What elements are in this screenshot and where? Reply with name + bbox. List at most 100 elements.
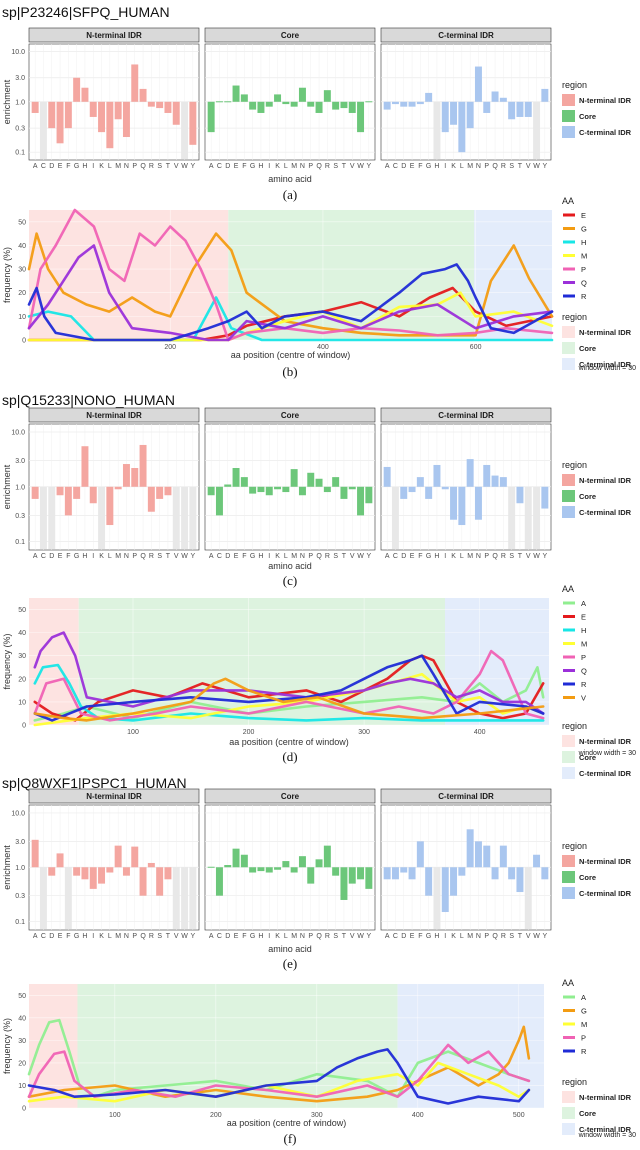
x-tick-label: L	[284, 163, 288, 170]
legend-label: Core	[579, 492, 596, 501]
bar	[408, 867, 416, 880]
bar	[450, 101, 458, 125]
x-tick-label: F	[418, 553, 422, 560]
x-tick-label: K	[99, 553, 104, 560]
bar	[357, 867, 365, 880]
bar	[172, 486, 180, 549]
x-tick-label: T	[166, 933, 171, 940]
x-tick-label: C	[41, 163, 46, 170]
x-tick-label: G	[250, 553, 255, 560]
bar	[147, 101, 155, 107]
legend-label: C-terminal IDR	[579, 1125, 632, 1134]
y-tick-label: 40	[18, 630, 26, 637]
x-tick-label: Q	[316, 933, 322, 940]
x-tick-label: L	[108, 163, 112, 170]
x-tick-label: 300	[358, 729, 370, 736]
legend-label: A	[581, 599, 586, 608]
bar	[425, 867, 433, 896]
x-tick-label: H	[434, 553, 439, 560]
bar	[249, 867, 257, 873]
x-tick-label: 200	[164, 344, 176, 351]
legend-label: M	[581, 252, 587, 261]
bar	[533, 854, 541, 868]
bar	[147, 486, 155, 512]
bar	[483, 845, 491, 868]
bar	[441, 486, 449, 490]
x-tick-label: W	[181, 553, 188, 560]
x-tick-label: M	[467, 163, 473, 170]
x-tick-label: W	[181, 933, 188, 940]
x-tick-label: K	[275, 933, 280, 940]
bar	[81, 446, 89, 487]
x-tick-label: I	[92, 163, 94, 170]
bar	[172, 867, 180, 929]
bar	[249, 101, 257, 110]
bar	[48, 101, 56, 129]
y-tick-label: 3.0	[15, 75, 25, 82]
x-tick-label: C	[217, 553, 222, 560]
bar	[156, 867, 164, 896]
x-tick-label: 400	[412, 1112, 424, 1119]
x-tick-label: K	[451, 933, 456, 940]
legend-label: V	[581, 694, 586, 703]
bar	[391, 101, 399, 105]
x-tick-label: T	[166, 163, 171, 170]
x-tick-label: I	[444, 553, 446, 560]
x-tick-label: N	[300, 553, 305, 560]
y-tick-label: 0.1	[15, 919, 25, 926]
y-tick-label: 0	[22, 723, 26, 730]
x-tick-label: N	[124, 553, 129, 560]
bar	[491, 867, 499, 880]
bar	[365, 867, 373, 889]
legend-label: H	[581, 626, 586, 635]
legend-label: E	[581, 613, 586, 622]
facet-strip	[380, 407, 552, 423]
legend-label: E	[581, 211, 586, 220]
legend-label: M	[581, 640, 587, 649]
legend-swatch	[562, 751, 575, 763]
x-tick-label: W	[357, 553, 364, 560]
legend-label: Core	[579, 873, 596, 882]
bar	[323, 845, 331, 868]
facet-label: N-terminal IDR	[86, 792, 142, 801]
x-tick-label: 400	[317, 344, 329, 351]
legend-swatch	[562, 506, 575, 518]
x-tick-label: T	[518, 163, 523, 170]
bar	[348, 486, 356, 490]
bar	[31, 839, 39, 868]
x-tick-label: F	[418, 163, 422, 170]
x-tick-label: M	[467, 933, 473, 940]
x-tick-label: G	[426, 933, 431, 940]
facet-strip	[204, 27, 376, 43]
x-tick-label: K	[99, 163, 104, 170]
bar	[98, 867, 106, 884]
legend-label: G	[581, 1007, 587, 1016]
bar	[274, 94, 282, 102]
x-tick-label: F	[66, 933, 70, 940]
x-tick-label: I	[92, 933, 94, 940]
y-axis-label: enrichment	[2, 464, 12, 509]
legend-label: Q	[581, 667, 587, 676]
bar	[189, 101, 197, 145]
x-tick-label: V	[350, 553, 355, 560]
bar	[232, 848, 240, 868]
bar	[224, 865, 232, 868]
y-tick-label: 20	[18, 676, 26, 683]
y-tick-label: 20	[18, 290, 26, 297]
bar	[458, 101, 466, 153]
bar	[323, 90, 331, 102]
x-tick-label: 100	[109, 1112, 121, 1119]
x-tick-label: K	[275, 163, 280, 170]
x-tick-label: F	[66, 163, 70, 170]
bar	[131, 64, 139, 102]
y-tick-label: 10.0	[11, 810, 25, 817]
x-tick-label: E	[410, 933, 415, 940]
legend-label: C-terminal IDR	[579, 360, 632, 369]
x-tick-label: L	[460, 553, 464, 560]
bar	[282, 101, 290, 105]
legend-swatch	[562, 126, 575, 138]
legend-label: M	[581, 1020, 587, 1029]
y-tick-label: 1.0	[15, 484, 25, 491]
x-tick-label: H	[434, 163, 439, 170]
